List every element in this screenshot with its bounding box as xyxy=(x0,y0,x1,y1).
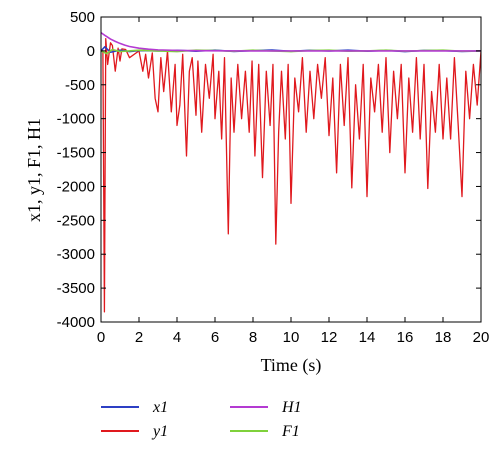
x-tick-label: 14 xyxy=(359,329,376,346)
legend-label-x1: x1 xyxy=(152,399,168,416)
y-tick-label: 500 xyxy=(70,9,95,26)
x-tick-label: 4 xyxy=(173,329,181,346)
y-tick-label: 0 xyxy=(87,43,95,60)
x-tick-label: 10 xyxy=(283,329,300,346)
x-tick-label: 2 xyxy=(135,329,143,346)
x-tick-label: 20 xyxy=(473,329,490,346)
legend-label-y1: y1 xyxy=(151,423,168,440)
x-tick-label: 0 xyxy=(97,329,105,346)
x-axis-label: Time (s) xyxy=(261,355,322,376)
y-tick-label: -1000 xyxy=(57,111,95,128)
y-tick-label: -4000 xyxy=(57,314,95,331)
y-tick-label: -500 xyxy=(65,77,95,94)
plot-frame xyxy=(100,16,482,323)
y-axis: 500 0 -500 -1000 -1500 -2000 -2500 -3000 -3500 -4… xyxy=(57,9,481,331)
y-tick-label: -3000 xyxy=(57,246,95,263)
y-tick-label: -2000 xyxy=(57,178,95,195)
x-tick-label: 18 xyxy=(435,329,452,346)
y-tick-label: -3500 xyxy=(57,280,95,297)
series-layer xyxy=(101,31,481,313)
legend: x1 y1 H1 F1 xyxy=(101,399,302,440)
series-line-y1 xyxy=(101,38,481,313)
x-tick-label: 8 xyxy=(249,329,257,346)
legend-label-H1: H1 xyxy=(281,399,302,416)
legend-label-F1: F1 xyxy=(281,423,300,440)
y-tick-label: -1500 xyxy=(57,145,95,162)
x-tick-label: 12 xyxy=(321,329,338,346)
y-axis-label: x1, y1, F1, H1 xyxy=(24,118,44,222)
x-axis: 0 2 4 6 8 10 12 14 16 18 20 xyxy=(97,17,490,346)
x-tick-label: 6 xyxy=(211,329,219,346)
series-line-H1 xyxy=(101,31,481,52)
x-tick-label: 16 xyxy=(397,329,414,346)
y-tick-label: -2500 xyxy=(57,212,95,229)
